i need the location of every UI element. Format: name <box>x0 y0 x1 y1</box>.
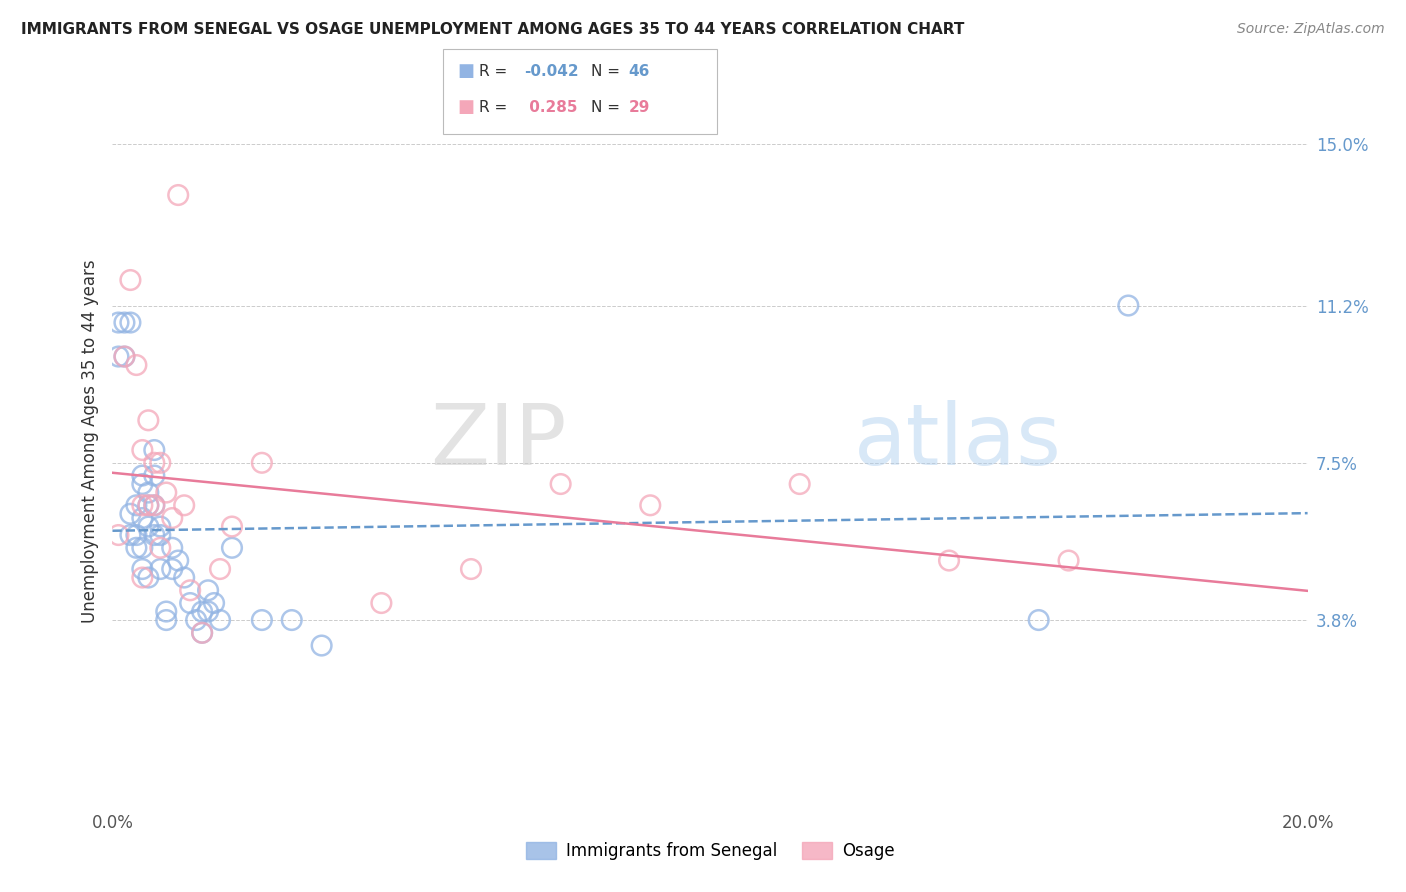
Legend: Immigrants from Senegal, Osage: Immigrants from Senegal, Osage <box>519 835 901 867</box>
Point <box>143 456 166 470</box>
Point <box>167 188 190 202</box>
Point <box>138 498 160 512</box>
Point <box>221 541 243 555</box>
Point <box>162 562 183 576</box>
Point <box>938 553 960 567</box>
Point <box>114 316 135 330</box>
Point <box>143 498 166 512</box>
Point <box>149 528 172 542</box>
Point <box>197 583 219 598</box>
Point <box>149 456 172 470</box>
Point <box>138 519 160 533</box>
Point <box>131 570 153 584</box>
Point <box>125 528 148 542</box>
Point <box>1028 613 1050 627</box>
Point <box>120 316 142 330</box>
Point <box>138 413 160 427</box>
Point <box>149 541 172 555</box>
Text: atlas: atlas <box>853 400 1062 483</box>
Point <box>138 485 160 500</box>
Point <box>149 562 172 576</box>
Point <box>311 639 333 653</box>
Point <box>114 350 135 364</box>
Point <box>120 273 142 287</box>
Point <box>370 596 392 610</box>
Point <box>138 570 160 584</box>
Point <box>179 596 201 610</box>
Point <box>162 511 183 525</box>
Point <box>173 498 195 512</box>
Point <box>131 443 153 458</box>
Text: 29: 29 <box>628 100 650 114</box>
Point <box>120 528 142 542</box>
Point <box>131 498 153 512</box>
Text: 0.285: 0.285 <box>524 100 578 114</box>
Point <box>149 519 172 533</box>
Text: ■: ■ <box>457 98 474 116</box>
Point <box>191 625 214 640</box>
Point <box>114 350 135 364</box>
Point <box>209 613 232 627</box>
Text: ZIP: ZIP <box>430 400 567 483</box>
Point <box>550 477 572 491</box>
Point <box>107 316 129 330</box>
Text: -0.042: -0.042 <box>524 64 579 78</box>
Point <box>131 477 153 491</box>
Point <box>143 468 166 483</box>
Point <box>179 583 201 598</box>
Point <box>143 443 166 458</box>
Point <box>107 528 129 542</box>
Point <box>138 498 160 512</box>
Point <box>167 553 190 567</box>
Point <box>191 605 214 619</box>
Point <box>125 358 148 372</box>
Text: R =: R = <box>479 64 513 78</box>
Point <box>155 613 177 627</box>
Text: IMMIGRANTS FROM SENEGAL VS OSAGE UNEMPLOYMENT AMONG AGES 35 TO 44 YEARS CORRELAT: IMMIGRANTS FROM SENEGAL VS OSAGE UNEMPLO… <box>21 22 965 37</box>
Point <box>191 625 214 640</box>
Text: N =: N = <box>591 100 624 114</box>
Point <box>131 511 153 525</box>
Point <box>186 613 208 627</box>
Point <box>131 541 153 555</box>
Point <box>197 605 219 619</box>
Point <box>125 498 148 512</box>
Point <box>143 498 166 512</box>
Point <box>143 528 166 542</box>
Text: 46: 46 <box>628 64 650 78</box>
Point <box>120 507 142 521</box>
Point <box>107 350 129 364</box>
Text: ■: ■ <box>457 62 474 80</box>
Point <box>460 562 482 576</box>
Point <box>221 519 243 533</box>
Point <box>155 605 177 619</box>
Text: R =: R = <box>479 100 513 114</box>
Point <box>789 477 811 491</box>
Point <box>1118 299 1140 313</box>
Point <box>125 541 148 555</box>
Point <box>250 456 273 470</box>
Point <box>202 596 225 610</box>
Point <box>1057 553 1080 567</box>
Point <box>162 541 183 555</box>
Point <box>281 613 304 627</box>
Point <box>155 485 177 500</box>
Point <box>640 498 662 512</box>
Point <box>209 562 232 576</box>
Point <box>131 562 153 576</box>
Text: Source: ZipAtlas.com: Source: ZipAtlas.com <box>1237 22 1385 37</box>
Text: N =: N = <box>591 64 624 78</box>
Point <box>250 613 273 627</box>
Y-axis label: Unemployment Among Ages 35 to 44 years: Unemployment Among Ages 35 to 44 years <box>80 260 98 624</box>
Point <box>173 570 195 584</box>
Point <box>131 468 153 483</box>
